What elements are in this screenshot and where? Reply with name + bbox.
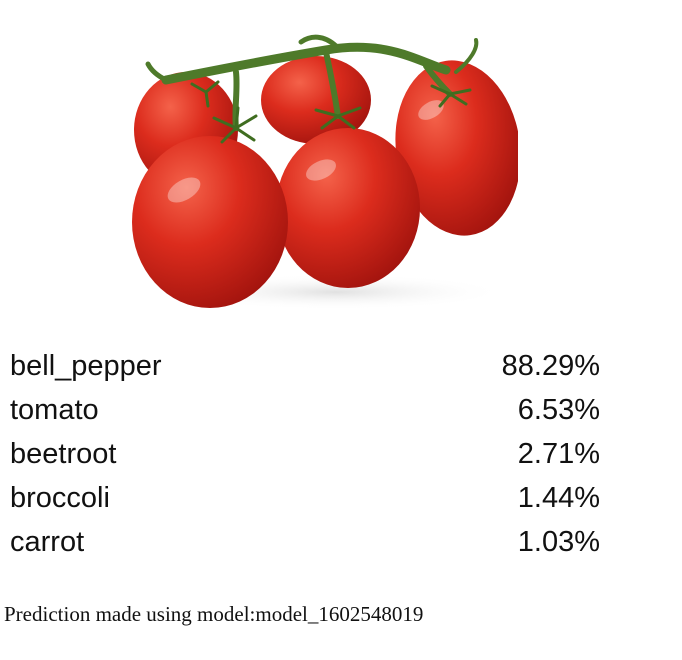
tomato-front-left (132, 136, 288, 308)
prediction-value: 1.44% (517, 482, 600, 514)
tomato-middle (276, 128, 420, 288)
prediction-label: bell_pepper (10, 350, 162, 382)
prediction-label: beetroot (10, 438, 117, 470)
prediction-row: broccoli 1.44% (10, 476, 600, 520)
prediction-row: bell_pepper 88.29% (10, 344, 600, 388)
prediction-value: 88.29% (501, 350, 600, 382)
prediction-list: bell_pepper 88.29% tomato 6.53% beetroot… (10, 344, 600, 564)
model-info-text: Prediction made using model:model_160254… (4, 602, 424, 626)
prediction-label: tomato (10, 394, 99, 426)
tomato-illustration (132, 34, 518, 310)
tomato-photo (126, 30, 518, 314)
prediction-value: 1.03% (517, 526, 600, 558)
tomato-back-middle (261, 56, 371, 144)
sepals (190, 80, 472, 144)
prediction-label: broccoli (10, 482, 110, 514)
tomato-right (395, 60, 518, 236)
prediction-row: carrot 1.03% (10, 520, 600, 564)
prediction-row: beetroot 2.71% (10, 432, 600, 476)
prediction-value: 6.53% (517, 394, 600, 426)
prediction-value: 2.71% (517, 438, 600, 470)
prediction-label: carrot (10, 526, 85, 558)
prediction-row: tomato 6.53% (10, 388, 600, 432)
